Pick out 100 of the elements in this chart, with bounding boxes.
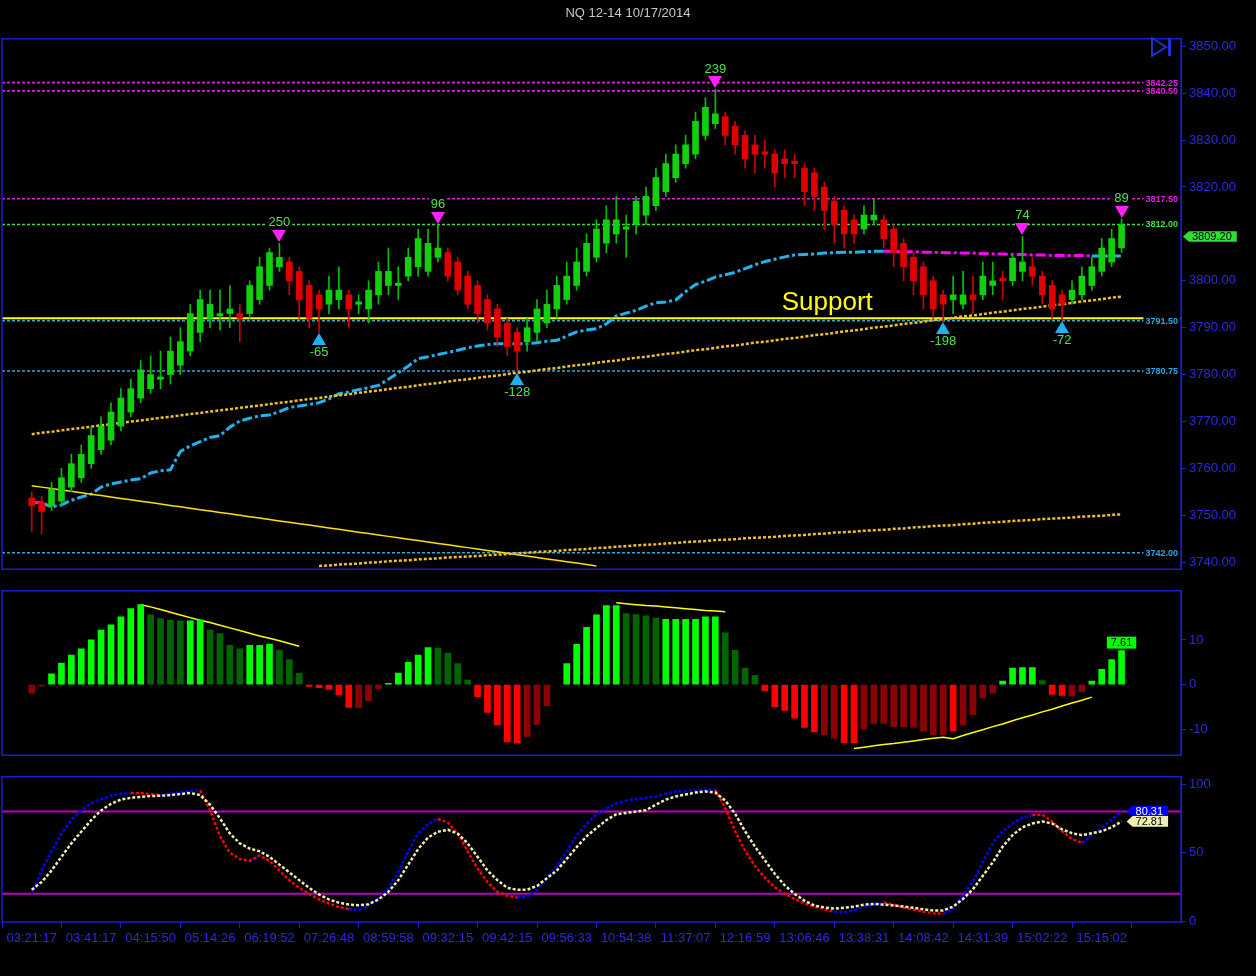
ref-line-label: Support (781, 286, 874, 317)
ref-line-label: 3842.25 (1145, 77, 1178, 88)
x-tick-label: 09:56:33 (541, 930, 593, 946)
bar (989, 684, 997, 694)
bar (920, 684, 927, 732)
y-tick-label: 3740.00 (1189, 553, 1236, 569)
bar (107, 624, 115, 685)
candlestick (781, 149, 789, 178)
y-tick-label: 3760.00 (1189, 459, 1236, 475)
x-tick-label: 14:31:39 (957, 930, 1009, 946)
x-tick-label: 05:14:26 (184, 930, 236, 946)
annotation: -72 (1052, 332, 1072, 348)
bar (375, 684, 382, 689)
bar (404, 661, 412, 685)
bar (394, 672, 402, 685)
x-tick-label: 10:54:38 (600, 930, 652, 946)
data-label: 7.61 (1110, 636, 1133, 649)
ref-line-label: 3780.75 (1145, 366, 1178, 377)
ref-line-label: 3812.00 (1145, 219, 1178, 230)
bar (365, 684, 372, 702)
bar (1098, 669, 1106, 685)
bar (880, 684, 888, 724)
bar (622, 613, 630, 685)
y-tick-label: 3820.00 (1189, 178, 1236, 194)
bar (137, 604, 145, 685)
x-tick-label: 13:38:31 (838, 930, 890, 946)
annotation: -65 (309, 344, 329, 360)
y-tick-label: 3840.00 (1189, 84, 1236, 100)
bar (1038, 680, 1046, 685)
annotation: 239 (704, 60, 727, 76)
bar (177, 620, 184, 685)
y-tick-label: 3800.00 (1189, 272, 1236, 288)
bar (801, 684, 808, 728)
data-label: 72.81 (1135, 814, 1164, 827)
ref-line-label: 3742.00 (1145, 547, 1178, 558)
x-tick-label: 07:26:48 (303, 930, 355, 946)
candlestick (355, 294, 362, 314)
bar (276, 649, 283, 685)
annotation: 89 (1114, 189, 1129, 205)
bar (355, 684, 362, 708)
bar (147, 614, 154, 685)
text: 3809.20 (1192, 230, 1232, 243)
bar (682, 619, 689, 685)
bar (424, 647, 432, 685)
bar (692, 619, 699, 685)
bar (1019, 667, 1026, 685)
bar (216, 633, 224, 685)
bar (929, 684, 937, 735)
bar (127, 608, 135, 685)
x-tick-label: 15:15:02 (1076, 930, 1128, 946)
bar (583, 627, 590, 685)
bar (969, 684, 977, 715)
bar (712, 616, 719, 685)
candlestick (622, 214, 630, 258)
bar (850, 684, 858, 744)
candlestick (335, 266, 343, 310)
line-series (317, 513, 1123, 568)
bar (840, 684, 848, 744)
chart-title: NQ 12-14 10/17/2014 (564, 5, 692, 20)
bar (246, 644, 254, 685)
bar (186, 620, 194, 685)
annotation: 250 (268, 214, 291, 230)
annotation: 96 (430, 195, 446, 211)
bar (523, 684, 531, 737)
bar (900, 684, 907, 727)
x-tick-label: 12:16:59 (719, 930, 771, 946)
y-tick-label: 3850.00 (1189, 37, 1236, 53)
bar (28, 684, 36, 694)
x-tick-label: 06:19:52 (244, 930, 295, 946)
ref-line-label: 3817.50 (1145, 193, 1178, 204)
x-tick-label: 09:32:15 (422, 930, 474, 946)
candlestick (236, 303, 244, 343)
bar (672, 619, 680, 685)
annotation: -128 (504, 384, 531, 400)
y-tick-label: 3750.00 (1189, 506, 1236, 522)
x-tick-label: 15:02:22 (1016, 930, 1068, 946)
bar (345, 684, 353, 708)
candlestick (761, 139, 769, 169)
bar (454, 663, 462, 685)
bar (1048, 684, 1056, 695)
bar (603, 605, 610, 685)
y-tick-label: -10 (1189, 720, 1208, 736)
bar (939, 684, 947, 735)
bar (593, 614, 600, 685)
candlestick (28, 491, 36, 532)
y-tick-label: 10 (1189, 631, 1204, 647)
bar (1068, 684, 1076, 697)
data-label: 80.31 (1135, 804, 1164, 817)
bar (1009, 667, 1016, 685)
x-tick-label: 11:37:07 (660, 930, 711, 946)
x-tick-label: 13:06:46 (779, 930, 830, 946)
bar (285, 659, 293, 685)
y-tick-label: 3790.00 (1189, 319, 1236, 335)
bar (632, 614, 640, 685)
y-tick-label: 3770.00 (1189, 413, 1236, 429)
x-tick-label: 14:08:42 (898, 930, 949, 946)
bar (236, 648, 244, 685)
x-tick-label: 08:59:58 (363, 930, 414, 946)
bar (563, 663, 571, 685)
bar (48, 673, 55, 685)
